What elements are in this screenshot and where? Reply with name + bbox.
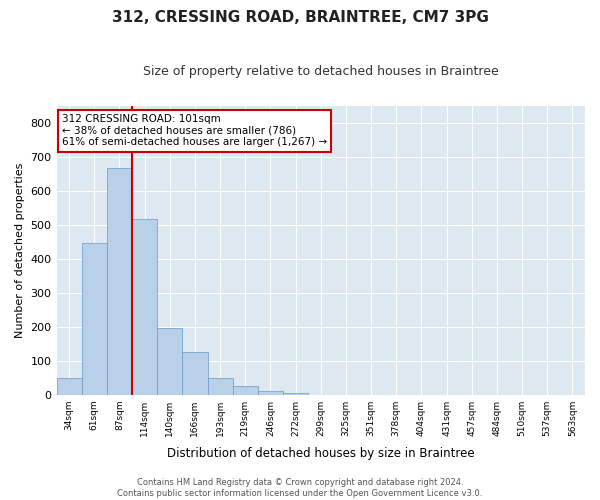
Text: 312, CRESSING ROAD, BRAINTREE, CM7 3PG: 312, CRESSING ROAD, BRAINTREE, CM7 3PG — [112, 10, 488, 25]
Bar — [107, 168, 132, 394]
Text: 312 CRESSING ROAD: 101sqm
← 38% of detached houses are smaller (786)
61% of semi: 312 CRESSING ROAD: 101sqm ← 38% of detac… — [62, 114, 327, 148]
Bar — [283, 393, 308, 394]
Bar — [258, 392, 283, 394]
Bar — [132, 220, 157, 394]
Text: Contains HM Land Registry data © Crown copyright and database right 2024.
Contai: Contains HM Land Registry data © Crown c… — [118, 478, 482, 498]
Bar — [182, 352, 208, 395]
Bar — [82, 244, 107, 394]
Y-axis label: Number of detached properties: Number of detached properties — [15, 162, 25, 338]
Bar — [233, 386, 258, 394]
Bar — [208, 378, 233, 394]
Bar — [157, 328, 182, 394]
X-axis label: Distribution of detached houses by size in Braintree: Distribution of detached houses by size … — [167, 447, 475, 460]
Bar — [56, 378, 82, 394]
Title: Size of property relative to detached houses in Braintree: Size of property relative to detached ho… — [143, 65, 499, 78]
